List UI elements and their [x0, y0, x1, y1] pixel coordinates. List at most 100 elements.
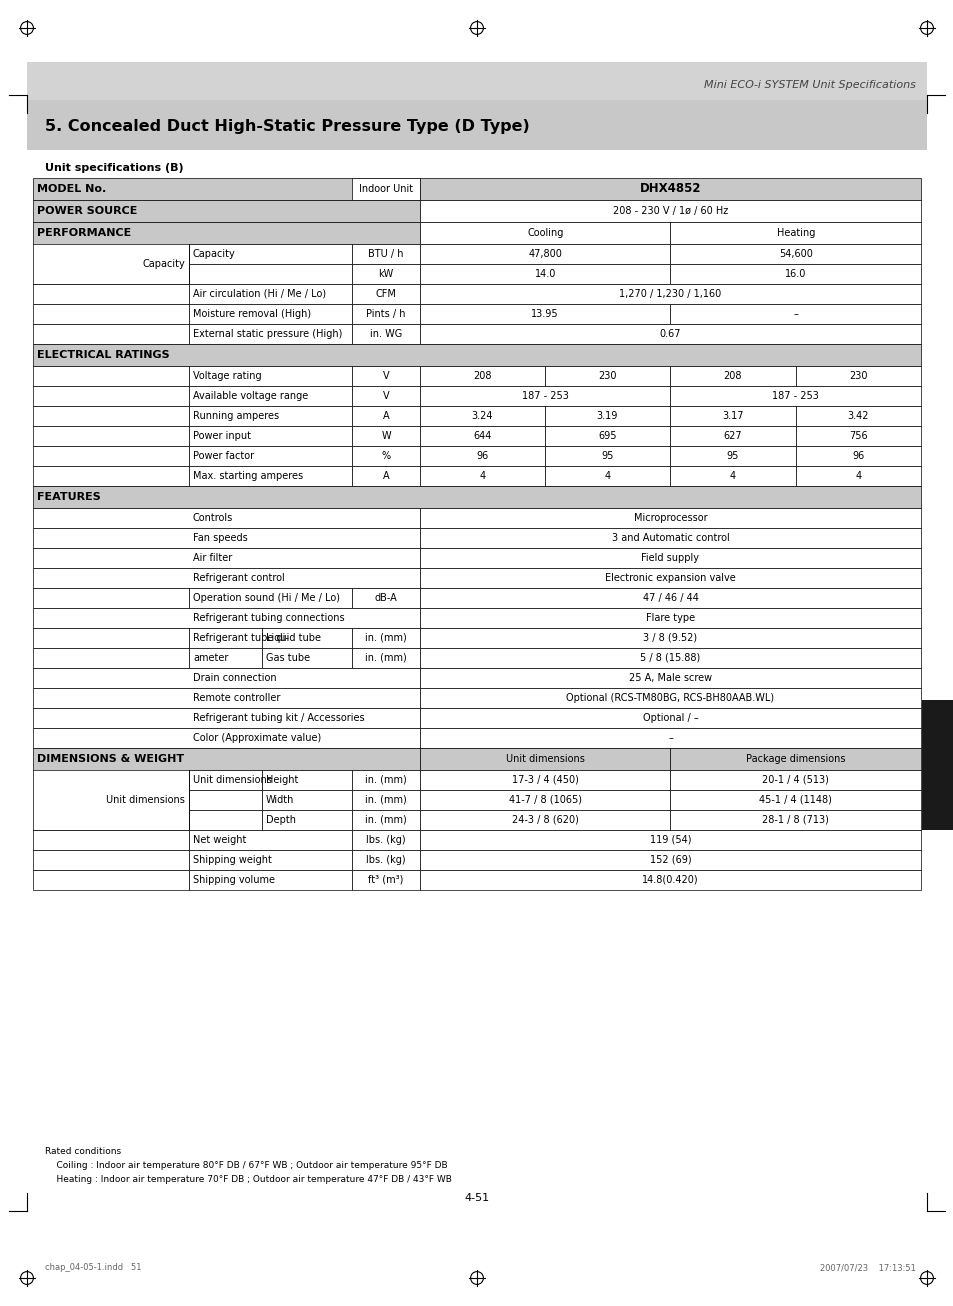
Text: in. (mm): in. (mm) [365, 774, 406, 785]
Bar [189, 588, 352, 609]
Bar [352, 304, 419, 324]
Text: 96: 96 [476, 451, 488, 461]
Text: DIMENSIONS & WEIGHT: DIMENSIONS & WEIGHT [37, 754, 184, 764]
Bar [352, 406, 419, 426]
Bar [419, 283, 920, 304]
Bar [33, 508, 419, 528]
Bar [544, 426, 669, 447]
Text: 28-1 / 8 (713): 28-1 / 8 (713) [761, 815, 828, 825]
Bar [544, 466, 669, 486]
Bar [419, 406, 544, 426]
Bar [669, 406, 795, 426]
Bar [419, 222, 670, 244]
Text: BTU / h: BTU / h [368, 249, 403, 259]
Bar [33, 486, 920, 508]
Bar [352, 850, 419, 870]
Bar [33, 222, 419, 244]
Text: Optional (RCS-TM80BG, RCS-BH80AAB.WL): Optional (RCS-TM80BG, RCS-BH80AAB.WL) [566, 693, 774, 703]
Text: Depth: Depth [266, 815, 295, 825]
Text: 208 - 230 V / 1ø / 60 Hz: 208 - 230 V / 1ø / 60 Hz [612, 206, 727, 215]
Bar [189, 790, 262, 810]
Text: Operation sound (Hi / Me / Lo): Operation sound (Hi / Me / Lo) [193, 593, 339, 603]
Text: Shipping weight: Shipping weight [193, 855, 272, 865]
Bar [189, 850, 352, 870]
Bar [189, 648, 262, 667]
Bar [189, 810, 262, 831]
Text: Electronic expansion valve: Electronic expansion valve [604, 573, 735, 582]
Text: 5. Concealed Duct High-Static Pressure Type (D Type): 5. Concealed Duct High-Static Pressure T… [45, 119, 529, 133]
Bar [352, 366, 419, 387]
Bar [795, 366, 920, 387]
Bar [262, 771, 352, 790]
Bar [419, 628, 920, 648]
Bar [419, 708, 920, 727]
Bar [352, 178, 419, 200]
Bar [33, 850, 189, 870]
Text: Liquid tube: Liquid tube [266, 633, 320, 643]
Text: A: A [382, 411, 389, 421]
Bar [262, 810, 352, 831]
Text: 3.17: 3.17 [721, 411, 743, 421]
Text: 230: 230 [598, 371, 616, 381]
Text: 119 (54): 119 (54) [649, 835, 691, 845]
Text: Unit specifications (B): Unit specifications (B) [45, 163, 183, 172]
Text: POWER SOURCE: POWER SOURCE [37, 206, 137, 215]
Text: 4: 4 [929, 755, 944, 774]
Bar [419, 324, 920, 343]
Text: 47 / 46 / 44: 47 / 46 / 44 [642, 593, 698, 603]
Text: ameter: ameter [193, 653, 228, 663]
Text: lbs. (kg): lbs. (kg) [366, 855, 405, 865]
Bar [795, 466, 920, 486]
Text: 187 - 253: 187 - 253 [771, 390, 818, 401]
Bar [189, 628, 262, 648]
Bar [189, 366, 352, 387]
Bar [670, 810, 920, 831]
Text: 1,270 / 1,230 / 1,160: 1,270 / 1,230 / 1,160 [618, 289, 720, 299]
Bar [352, 466, 419, 486]
Text: 5 / 8 (15.88): 5 / 8 (15.88) [639, 653, 700, 663]
Text: –: – [667, 733, 672, 743]
Text: 95: 95 [600, 451, 613, 461]
Text: 4: 4 [855, 471, 861, 481]
Text: 24-3 / 8 (620): 24-3 / 8 (620) [511, 815, 578, 825]
Bar [352, 648, 419, 667]
Text: 3.19: 3.19 [597, 411, 618, 421]
Text: Cooling: Cooling [526, 229, 563, 238]
Bar [189, 406, 352, 426]
Bar [262, 790, 352, 810]
Bar [419, 609, 920, 628]
Bar [189, 304, 352, 324]
Bar [419, 466, 544, 486]
Bar [352, 628, 419, 648]
Bar [33, 426, 189, 447]
Bar [352, 771, 419, 790]
Text: Width: Width [266, 795, 294, 804]
Text: in. (mm): in. (mm) [365, 815, 406, 825]
Bar [189, 264, 352, 283]
Bar [352, 447, 419, 466]
Bar [419, 244, 670, 264]
Text: Running amperes: Running amperes [193, 411, 279, 421]
Text: Fan speeds: Fan speeds [193, 533, 248, 543]
Text: 3.24: 3.24 [471, 411, 493, 421]
Text: kW: kW [378, 269, 394, 279]
Text: Field supply: Field supply [640, 552, 699, 563]
Text: Power input: Power input [193, 431, 251, 441]
Bar [795, 406, 920, 426]
Bar [921, 700, 953, 831]
Text: 47,800: 47,800 [528, 249, 561, 259]
Text: lbs. (kg): lbs. (kg) [366, 835, 405, 845]
Bar [544, 406, 669, 426]
Text: 152 (69): 152 (69) [649, 855, 691, 865]
Bar [189, 831, 352, 850]
Bar [419, 447, 544, 466]
Text: in. (mm): in. (mm) [365, 633, 406, 643]
Text: 2007/07/23    17:13:51: 2007/07/23 17:13:51 [820, 1263, 915, 1272]
Text: A: A [382, 471, 389, 481]
Text: 41-7 / 8 (1065): 41-7 / 8 (1065) [508, 795, 581, 804]
Text: Net weight: Net weight [193, 835, 246, 845]
Text: Capacity: Capacity [142, 259, 185, 269]
Bar [419, 748, 670, 771]
Bar [33, 831, 189, 850]
Text: ft³ (m³): ft³ (m³) [368, 875, 403, 885]
